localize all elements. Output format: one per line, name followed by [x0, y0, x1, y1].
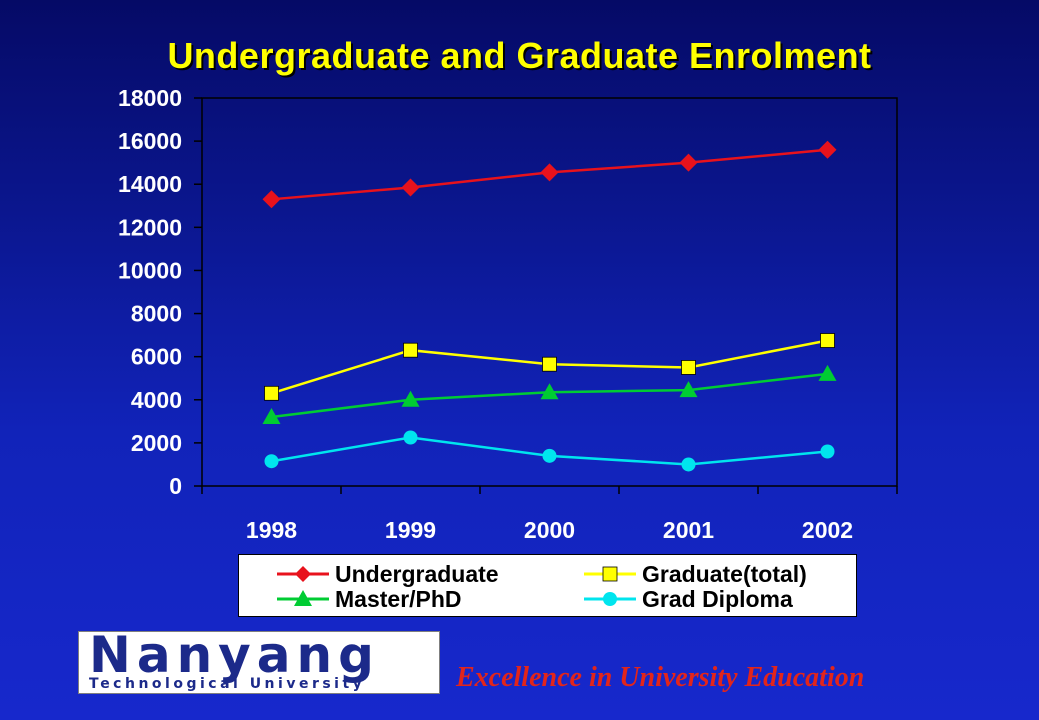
- y-tick-label: 14000: [118, 171, 182, 197]
- data-point: [820, 333, 835, 348]
- data-point: [681, 457, 696, 472]
- data-point: [818, 364, 837, 381]
- legend-label: Grad Diploma: [642, 585, 793, 612]
- chart-legend: Undergraduate Graduate(total) Master/PhD…: [238, 554, 857, 617]
- y-tick-label: 10000: [118, 257, 182, 283]
- legend-item-undergraduate: Undergraduate: [277, 560, 499, 587]
- university-logo: Nanyang Technological University: [78, 631, 440, 694]
- x-tick-label: 1998: [246, 517, 297, 543]
- data-point: [262, 408, 281, 425]
- x-tick-label: 2001: [663, 517, 714, 543]
- legend-item-graduate-total: Graduate(total): [584, 560, 807, 587]
- logo-subtitle: Technological University: [89, 676, 366, 692]
- y-tick-label: 8000: [131, 301, 182, 327]
- plot-area: [201, 97, 898, 487]
- y-tick-label: 18000: [118, 85, 182, 111]
- legend-label: Master/PhD: [335, 585, 462, 612]
- y-tick-label: 6000: [131, 344, 182, 370]
- legend-label: Graduate(total): [642, 560, 807, 587]
- logo-wordmark: Nanyang: [89, 631, 380, 684]
- x-tick-label: 2002: [802, 517, 853, 543]
- triangle-marker-icon: [277, 587, 329, 611]
- data-point: [540, 163, 559, 182]
- data-point: [264, 385, 279, 401]
- data-point: [542, 356, 557, 372]
- circle-marker-icon: [584, 587, 636, 611]
- x-tick-label: 1999: [385, 517, 436, 543]
- data-point: [540, 383, 559, 400]
- data-point: [679, 381, 698, 398]
- data-point: [818, 140, 837, 159]
- data-point: [542, 448, 557, 463]
- chart-title: Undergraduate and Graduate Enrolment: [167, 35, 872, 76]
- data-point: [820, 444, 835, 459]
- y-tick-label: 16000: [118, 128, 182, 154]
- y-tick-label: 12000: [118, 214, 182, 240]
- x-tick-label: 2000: [524, 517, 575, 543]
- legend-item-grad-diploma: Grad Diploma: [584, 585, 793, 612]
- slogan: Excellence in University Education: [456, 662, 865, 693]
- data-point: [401, 178, 420, 197]
- data-point: [403, 342, 418, 358]
- data-point: [401, 390, 420, 407]
- y-tick-label: 4000: [131, 387, 182, 413]
- legend-label: Undergraduate: [335, 560, 499, 587]
- data-point: [262, 190, 281, 209]
- data-point: [681, 360, 696, 375]
- data-point: [264, 454, 279, 469]
- data-point: [403, 430, 418, 445]
- square-marker-icon: [584, 562, 636, 586]
- y-tick-label: 0: [169, 473, 182, 499]
- diamond-marker-icon: [277, 562, 329, 586]
- legend-item-master-phd: Master/PhD: [277, 585, 462, 612]
- y-tick-label: 2000: [131, 430, 182, 456]
- data-point: [679, 153, 698, 172]
